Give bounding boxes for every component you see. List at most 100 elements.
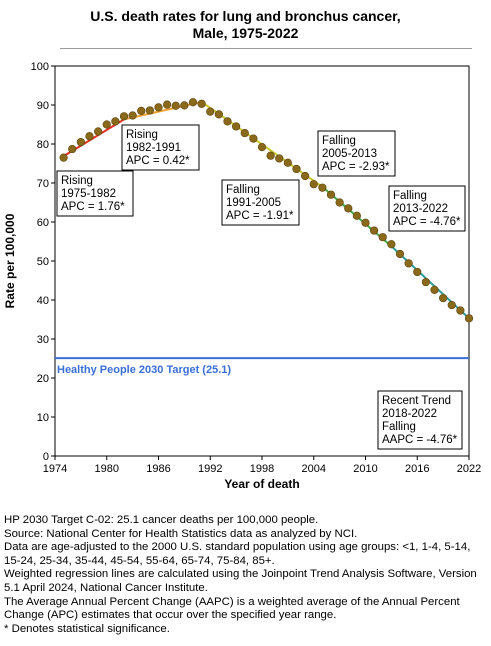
data-point bbox=[309, 180, 318, 189]
annotation-line: 1982-1991 bbox=[126, 142, 181, 154]
annotation-line: APC = 0.42* bbox=[126, 155, 190, 167]
footnote-regression: Weighted regression lines are calculated… bbox=[4, 568, 477, 594]
y-tick-label: 80 bbox=[37, 139, 49, 151]
data-point bbox=[430, 285, 439, 294]
data-point bbox=[59, 153, 68, 162]
data-point bbox=[370, 226, 379, 235]
annotation-line: 1975-1982 bbox=[61, 188, 116, 200]
annotation-line: Rising bbox=[61, 175, 93, 187]
data-point bbox=[102, 120, 111, 129]
y-tick-label: 10 bbox=[37, 412, 49, 424]
data-point bbox=[439, 293, 448, 303]
data-point bbox=[154, 103, 163, 112]
data-point bbox=[68, 144, 77, 154]
annotation-line: 2018-2022 bbox=[382, 408, 437, 420]
data-point bbox=[240, 128, 249, 138]
x-tick-label: 1986 bbox=[146, 463, 170, 475]
data-point bbox=[292, 164, 301, 174]
y-axis-label: Rate per 100,000 bbox=[3, 213, 17, 308]
data-point bbox=[94, 127, 103, 136]
annotation-frame bbox=[56, 170, 134, 217]
x-tick-label: 1980 bbox=[95, 463, 119, 475]
footnote-aapc: The Average Annual Percent Change (AAPC)… bbox=[4, 595, 460, 622]
chart-title: U.S. death rates for lung and bronchus c… bbox=[0, 8, 491, 42]
data-point bbox=[413, 267, 422, 277]
data-point bbox=[326, 190, 336, 199]
y-axis: 0 10 20 30 40 50 60 70 80 90 100 bbox=[31, 61, 55, 463]
y-tick-label: 70 bbox=[37, 178, 49, 190]
data-point bbox=[318, 183, 327, 192]
data-point bbox=[421, 277, 430, 287]
annotation-frame bbox=[121, 124, 200, 171]
data-point bbox=[335, 198, 344, 207]
annotation-line: Recent Trend bbox=[382, 395, 451, 407]
data-point bbox=[395, 249, 405, 259]
data-point bbox=[145, 106, 154, 115]
data-point bbox=[387, 240, 396, 249]
trend-segment bbox=[390, 245, 470, 320]
y-tick-label: 40 bbox=[37, 295, 49, 307]
data-point bbox=[464, 314, 474, 323]
data-point bbox=[232, 122, 241, 131]
data-point bbox=[301, 171, 310, 181]
annotation-frame bbox=[388, 185, 466, 232]
trend-segment bbox=[123, 100, 202, 121]
footnotes: HP 2030 Target C-02: 25.1 cancer deaths … bbox=[4, 514, 488, 636]
annotation-line: APC = 1.76* bbox=[61, 201, 125, 213]
x-tick-label: 1998 bbox=[250, 463, 274, 475]
data-point bbox=[188, 98, 198, 107]
data-point bbox=[352, 211, 361, 220]
footnote-age-adjustment: Data are age-adjusted to the 2000 U.S. s… bbox=[4, 541, 471, 567]
data-point bbox=[214, 110, 223, 119]
data-point bbox=[257, 143, 267, 152]
annotation-line: APC = -4.76* bbox=[393, 216, 461, 228]
target-group: Healthy People 2030 Target (25.1) bbox=[55, 357, 469, 376]
y-tick-label: 20 bbox=[37, 373, 49, 385]
data-point bbox=[171, 101, 180, 110]
y-tick-label: 100 bbox=[31, 61, 49, 73]
annotation-line: AAPC = -4.76* bbox=[382, 434, 458, 446]
title-separator bbox=[60, 48, 472, 49]
data-point bbox=[344, 204, 353, 213]
data-point bbox=[223, 117, 232, 126]
annotation-line: 2013-2022 bbox=[393, 203, 448, 215]
annotation-line: 1991-2005 bbox=[226, 197, 281, 209]
y-tick-label: 30 bbox=[37, 334, 49, 346]
annotation-frame bbox=[377, 390, 463, 450]
data-point bbox=[283, 158, 292, 167]
footnote-source: Source: National Center for Health Stati… bbox=[4, 527, 358, 540]
data-point bbox=[361, 218, 370, 227]
x-tick-label: 2004 bbox=[302, 463, 326, 475]
x-tick-label: 1974 bbox=[43, 463, 67, 475]
y-tick-label: 60 bbox=[37, 217, 49, 229]
x-tick-label: 2010 bbox=[353, 463, 377, 475]
data-point bbox=[456, 306, 465, 315]
chart-title-line-2: Male, 1975-2022 bbox=[192, 25, 299, 41]
x-tick-label: 2016 bbox=[405, 463, 429, 475]
data-point bbox=[163, 100, 172, 109]
annotation-line: Falling bbox=[382, 421, 416, 433]
annotation-line: Falling bbox=[393, 190, 427, 202]
data-point bbox=[119, 112, 129, 121]
data-point bbox=[197, 99, 206, 108]
footnote-target: HP 2030 Target C-02: 25.1 cancer deaths … bbox=[4, 514, 319, 526]
y-tick-label: 50 bbox=[37, 256, 49, 268]
data-point bbox=[404, 259, 413, 268]
y-tick-label: 0 bbox=[43, 451, 49, 463]
x-tick-label: 2022 bbox=[457, 463, 481, 475]
data-point bbox=[275, 154, 284, 163]
data-point bbox=[180, 101, 189, 110]
target-label: Healthy People 2030 Target (25.1) bbox=[57, 364, 231, 376]
data-point bbox=[137, 106, 146, 115]
annotation-line: APC = -2.93* bbox=[322, 161, 390, 173]
data-point bbox=[447, 300, 456, 310]
data-point bbox=[76, 137, 85, 147]
